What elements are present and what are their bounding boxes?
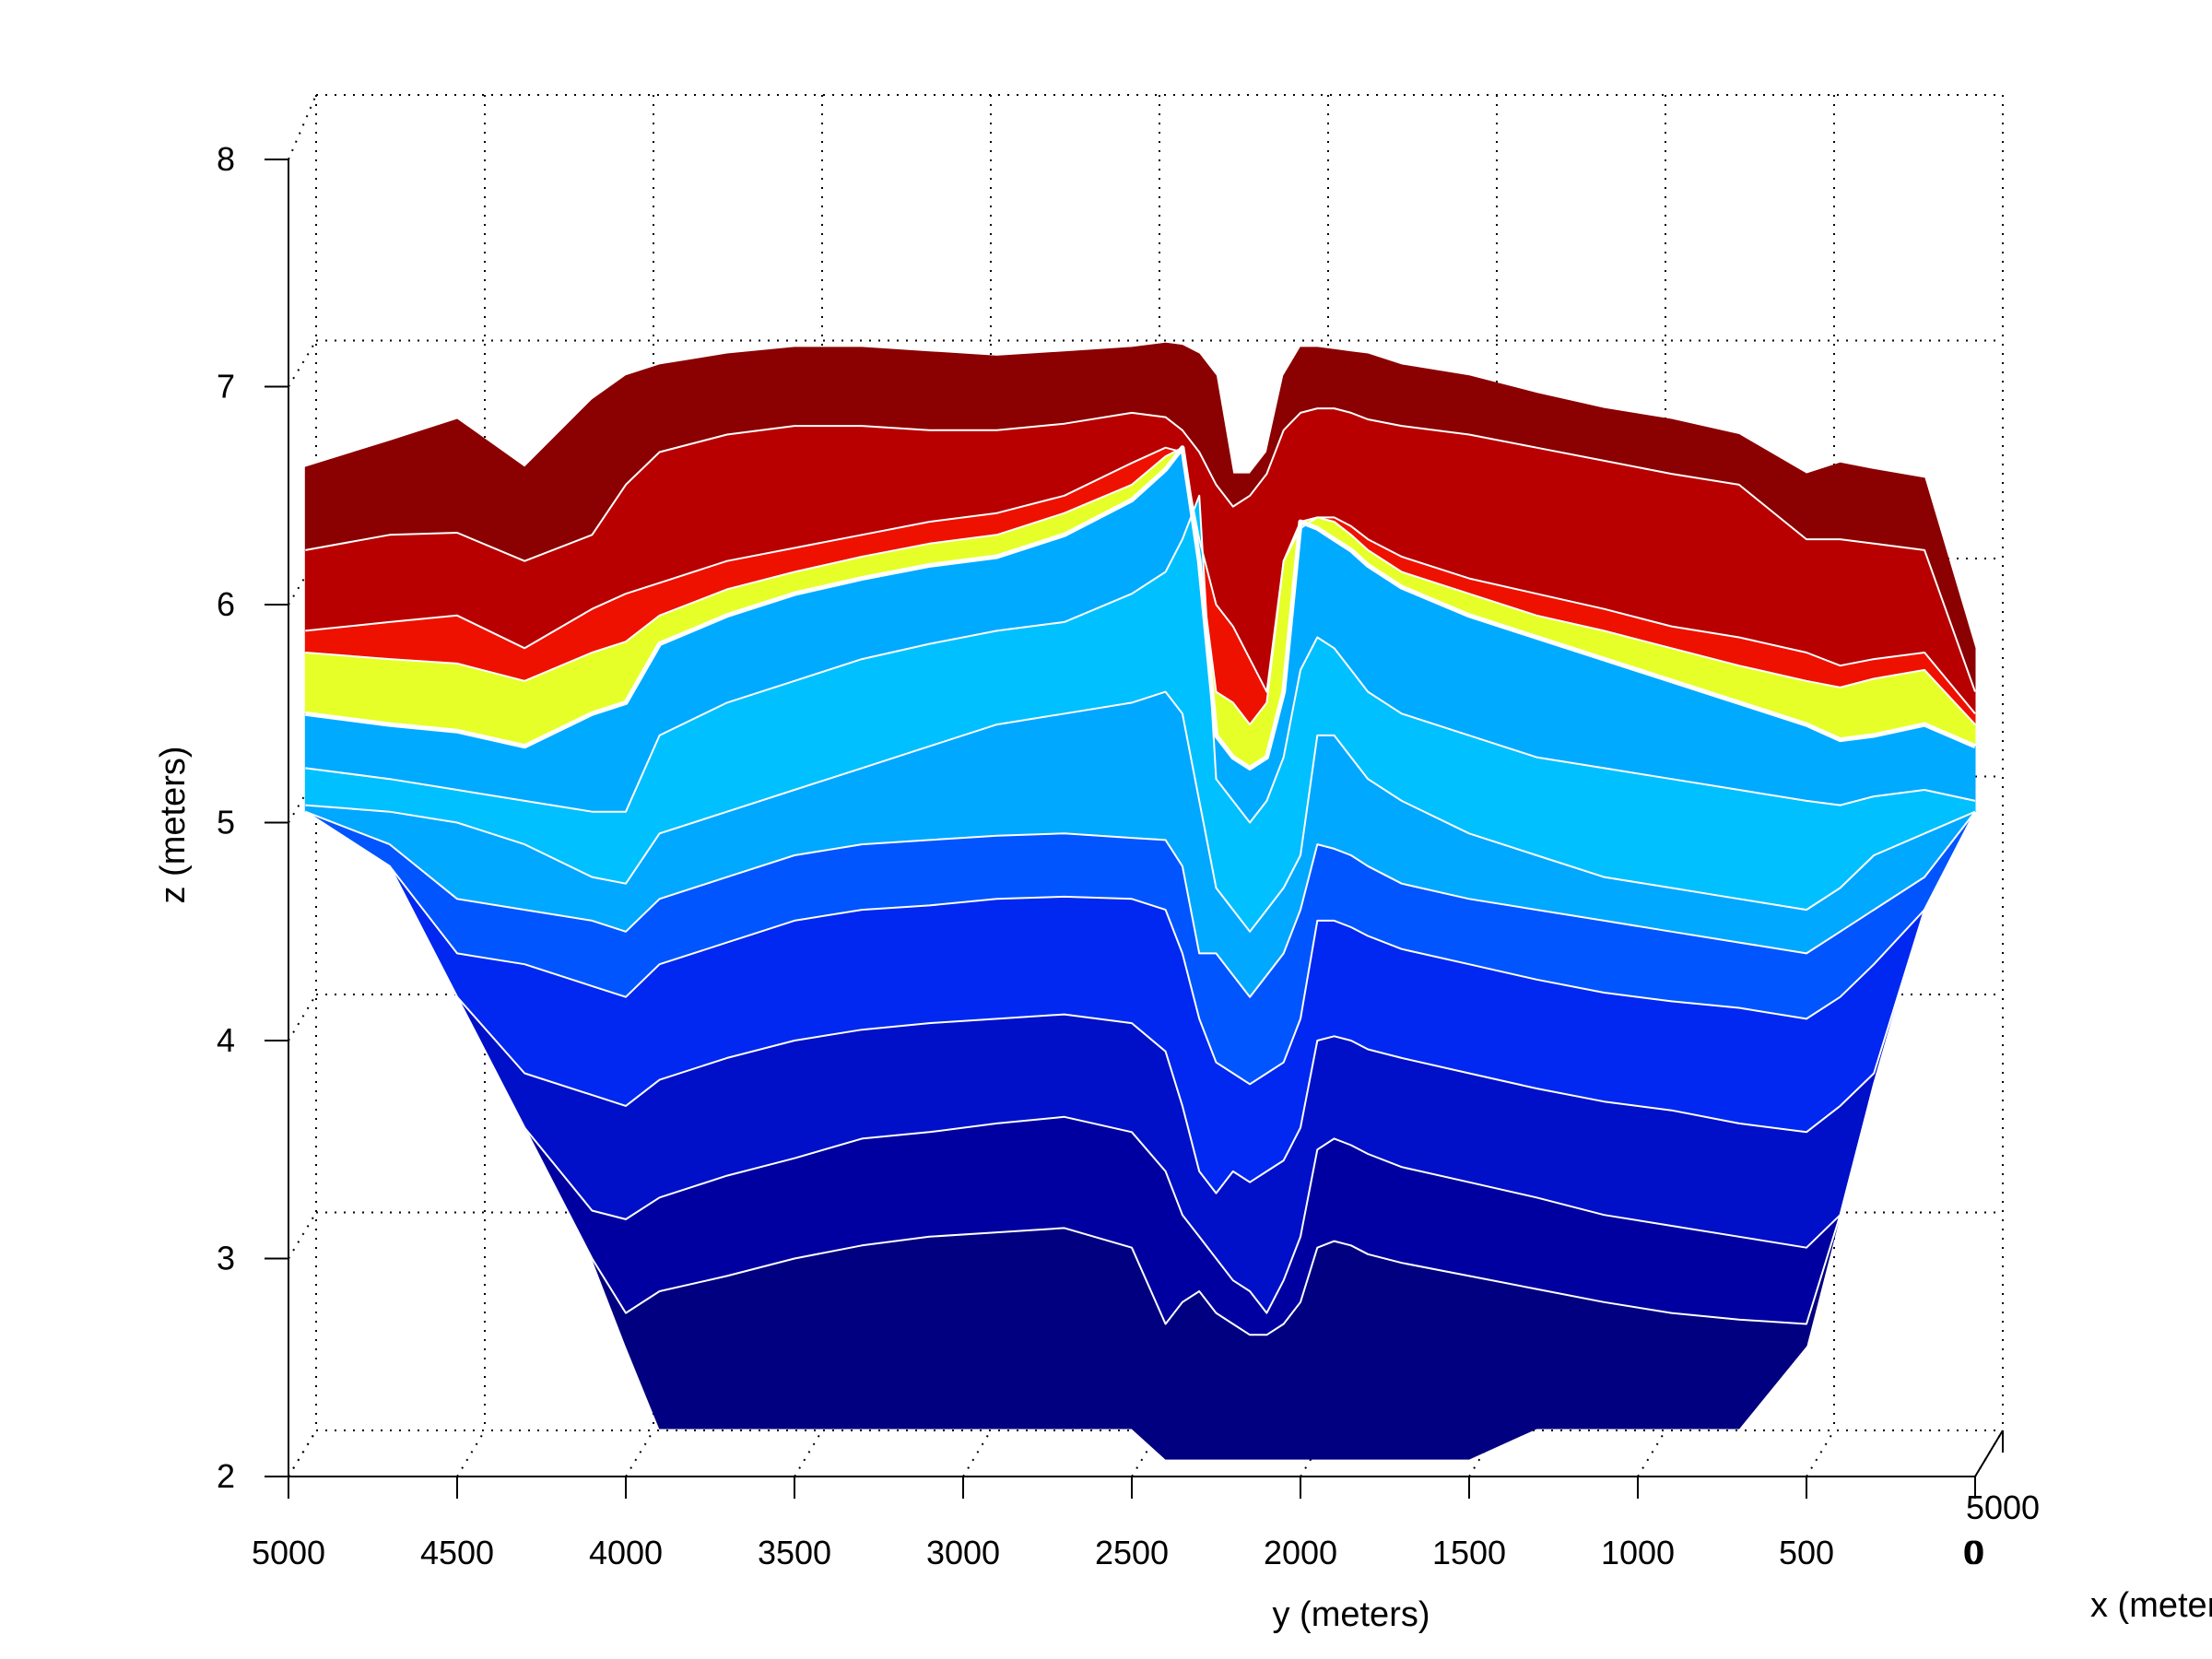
z-tick-label-5: 7 xyxy=(217,368,235,406)
layer-surfaces xyxy=(304,342,1977,1460)
grid-depth-z-5 xyxy=(288,339,317,388)
grid-floor-y-4 xyxy=(962,1430,992,1477)
grid-depth-z-0 xyxy=(288,1430,317,1477)
contour-line-5 xyxy=(305,494,1976,824)
grid-floor-y-0 xyxy=(288,1430,317,1477)
axes xyxy=(265,159,2004,1499)
y-tick-label-3: 3500 xyxy=(758,1534,831,1571)
y-tick-label-7: 1500 xyxy=(1432,1534,1506,1571)
z-axis-label: z (meters) xyxy=(154,747,193,904)
z-tick-label-1: 3 xyxy=(217,1240,235,1277)
z-tick-label-2: 4 xyxy=(217,1021,235,1059)
y-tick-label-0: 5000 xyxy=(252,1534,325,1571)
x-tick-label-1: 5000 xyxy=(1966,1488,2040,1526)
contour-line-4 xyxy=(304,445,1976,771)
grid-lines xyxy=(288,94,2004,1477)
x-axis-line xyxy=(1974,1430,2004,1477)
grid-depth-z-6 xyxy=(288,94,317,160)
z-tick-label-4: 6 xyxy=(217,585,235,623)
z-tick-label-0: 2 xyxy=(217,1457,235,1495)
y-tick-label-2: 4000 xyxy=(589,1534,663,1571)
y-tick-label-8: 1000 xyxy=(1601,1534,1675,1571)
contour-line-3 xyxy=(305,446,1976,726)
grid-depth-z-1 xyxy=(288,1211,317,1260)
x-tick-label-0: 0 xyxy=(1963,1534,1982,1571)
y-tick-label-9: 500 xyxy=(1779,1534,1834,1571)
z-tick-label-6: 8 xyxy=(217,140,235,178)
contour-line-11 xyxy=(304,810,1976,1336)
x-axis-label: x (meters) xyxy=(2090,1586,2212,1625)
grid-floor-y-1 xyxy=(456,1430,486,1477)
contour-line-8 xyxy=(304,810,1976,1086)
y-tick-label-10: 0 xyxy=(1966,1534,1984,1571)
grid-floor-y-9 xyxy=(1806,1430,1835,1477)
grid-depth-z-2 xyxy=(288,994,317,1041)
contour-line-2 xyxy=(305,446,1976,714)
y-tick-label-4: 3000 xyxy=(926,1534,1000,1571)
grid-floor-y-3 xyxy=(794,1430,823,1477)
y-tick-label-5: 2500 xyxy=(1095,1534,1169,1571)
contour-line-10 xyxy=(304,810,1976,1314)
y-axis-label: y (meters) xyxy=(1273,1595,1430,1634)
contour-line-9 xyxy=(304,810,1976,1194)
contour-line-1 xyxy=(305,407,1976,692)
contour-line-6 xyxy=(305,690,1976,933)
z-tick-label-3: 5 xyxy=(217,804,235,841)
contour-lines xyxy=(304,407,1976,1336)
grid-floor-y-8 xyxy=(1637,1430,1666,1477)
y-tick-label-1: 4500 xyxy=(420,1534,494,1571)
y-tick-label-6: 2000 xyxy=(1264,1534,1337,1571)
grid-floor-y-2 xyxy=(625,1430,654,1477)
contour-line-7 xyxy=(304,810,1976,998)
